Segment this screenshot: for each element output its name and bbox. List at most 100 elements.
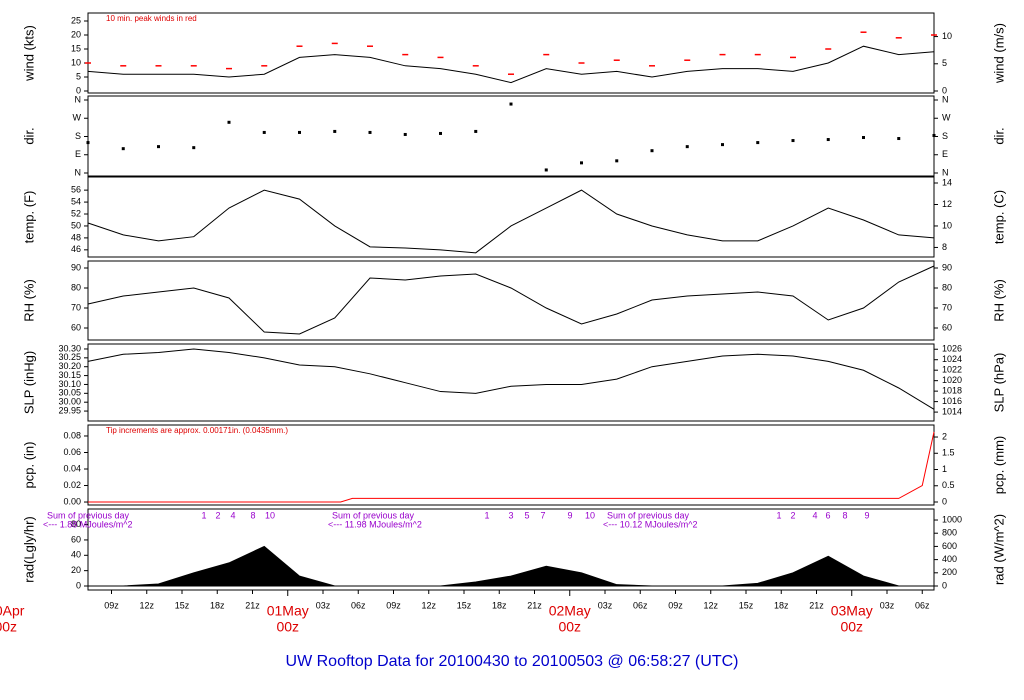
panel-frame xyxy=(87,424,935,506)
y2-tick-label: 80 xyxy=(942,282,952,292)
y2-tick-label: 1014 xyxy=(942,406,962,416)
page-title: UW Rooftop Data for 20100430 to 20100503… xyxy=(286,653,739,670)
hour-marker: 5 xyxy=(524,510,529,520)
panel-frame xyxy=(87,260,935,341)
y2-tick-label: 10 xyxy=(942,220,952,230)
hour-marker: 2 xyxy=(790,510,795,520)
series-line xyxy=(87,348,935,410)
y-tick-label: N xyxy=(75,167,82,177)
x-tick-label: 06z xyxy=(633,600,648,610)
hour-marker: 10 xyxy=(265,510,275,520)
y-tick-label: 30.05 xyxy=(58,388,81,398)
y-tick-label: 70 xyxy=(71,302,81,312)
y2-tick-label: 0 xyxy=(942,496,947,506)
hour-marker: 1 xyxy=(201,510,206,520)
y2-tick-label: 1024 xyxy=(942,354,962,364)
day-hour-label: 00z xyxy=(558,619,581,635)
day-hour-label: 00z xyxy=(840,619,863,635)
radiation-note: <--- 10.12 MJoules/m^2 xyxy=(603,519,698,529)
y2-tick-label: 600 xyxy=(942,541,957,551)
radiation-note: <--- 1.88 MJoules/m^2 xyxy=(43,519,133,529)
dir-point xyxy=(333,129,337,133)
hour-marker: 2 xyxy=(215,510,220,520)
dir-point xyxy=(439,131,442,135)
y-tick-label: 0 xyxy=(76,85,81,95)
y-tick-label: 0 xyxy=(76,580,81,590)
y2-tick-label: 0 xyxy=(942,85,947,95)
y2-tick-label: 1022 xyxy=(942,365,962,375)
dir-point xyxy=(685,145,689,149)
y-axis-title: pcp. (in) xyxy=(21,442,36,489)
y-tick-label: 30.30 xyxy=(58,343,81,353)
x-tick-label: 18z xyxy=(492,600,507,610)
radiation-area xyxy=(87,545,935,587)
x-tick-label: 09z xyxy=(668,600,683,610)
dir-point xyxy=(544,168,548,172)
x-tick-label: 12z xyxy=(703,600,718,610)
y2-tick-label: 1.5 xyxy=(942,448,955,458)
day-label: 01May xyxy=(267,603,309,619)
y-tick-label: 48 xyxy=(71,232,81,242)
y2-tick-label: 60 xyxy=(942,322,952,332)
radiation-note: <--- 11.98 MJoules/m^2 xyxy=(328,519,422,529)
dir-point xyxy=(474,129,478,133)
dir-point xyxy=(791,139,795,143)
day-label: 30Apr xyxy=(0,603,25,619)
day-hour-label: 00z xyxy=(276,619,299,635)
y2-tick-label: 400 xyxy=(942,554,957,564)
x-tick-label: 18z xyxy=(210,600,225,610)
radiation-note: Sum of previous day xyxy=(607,510,690,520)
y-tick-label: 5 xyxy=(76,71,81,81)
hour-marker: 4 xyxy=(230,510,235,520)
y-tick-label: 30.25 xyxy=(58,352,81,362)
y2-tick-label: 1016 xyxy=(942,396,962,406)
y-tick-label: 0.02 xyxy=(63,480,81,490)
y2-tick-label: S xyxy=(942,131,948,141)
y-axis-title: rad(Lgly/hr) xyxy=(21,516,36,582)
panel-frame xyxy=(87,508,935,591)
dir-point xyxy=(756,141,760,145)
hour-marker: 1 xyxy=(485,510,490,520)
y-tick-label: 52 xyxy=(71,208,81,218)
x-tick-label: 15z xyxy=(739,600,754,610)
y-axis-title: RH (%) xyxy=(21,279,36,322)
dir-point xyxy=(580,161,583,165)
dir-point xyxy=(826,138,830,142)
y-tick-label: S xyxy=(75,131,81,141)
dir-point xyxy=(650,149,654,153)
panel-frame xyxy=(87,176,935,258)
y-tick-label: 50 xyxy=(71,220,81,230)
dir-point xyxy=(932,133,936,137)
x-tick-label: 12z xyxy=(421,600,436,610)
x-tick-label: 21z xyxy=(245,600,260,610)
y2-tick-label: 0 xyxy=(942,580,947,590)
x-tick-label: 06z xyxy=(915,600,930,610)
y-tick-label: 25 xyxy=(71,15,81,25)
dir-point xyxy=(262,130,266,134)
x-tick-label: 03z xyxy=(598,600,613,610)
dir-point xyxy=(86,141,90,145)
series-line xyxy=(88,431,935,503)
y-tick-label: 30.00 xyxy=(58,397,81,407)
y-tick-label: 10 xyxy=(71,57,81,67)
y-tick-label: 15 xyxy=(71,43,81,53)
y2-tick-label: 1020 xyxy=(942,375,962,385)
hour-marker: 6 xyxy=(826,510,831,520)
panel-frame xyxy=(87,343,935,422)
y-axis-title: wind (kts) xyxy=(21,25,36,82)
y2-tick-label: N xyxy=(942,167,949,177)
hour-marker: 3 xyxy=(508,510,513,520)
dir-point xyxy=(121,147,125,151)
y-tick-label: 0.08 xyxy=(63,430,81,440)
dir-point xyxy=(298,130,301,134)
dir-point xyxy=(721,143,724,147)
series-line xyxy=(87,45,935,84)
hour-marker: 9 xyxy=(567,510,572,520)
y-tick-label: N xyxy=(75,94,82,104)
radiation-note: Sum of previous day xyxy=(47,510,130,520)
y2-tick-label: 70 xyxy=(942,302,952,312)
dir-point xyxy=(227,120,231,124)
day-label: 03May xyxy=(831,603,873,619)
series-line xyxy=(87,189,935,254)
y2-tick-label: 1018 xyxy=(942,386,962,396)
